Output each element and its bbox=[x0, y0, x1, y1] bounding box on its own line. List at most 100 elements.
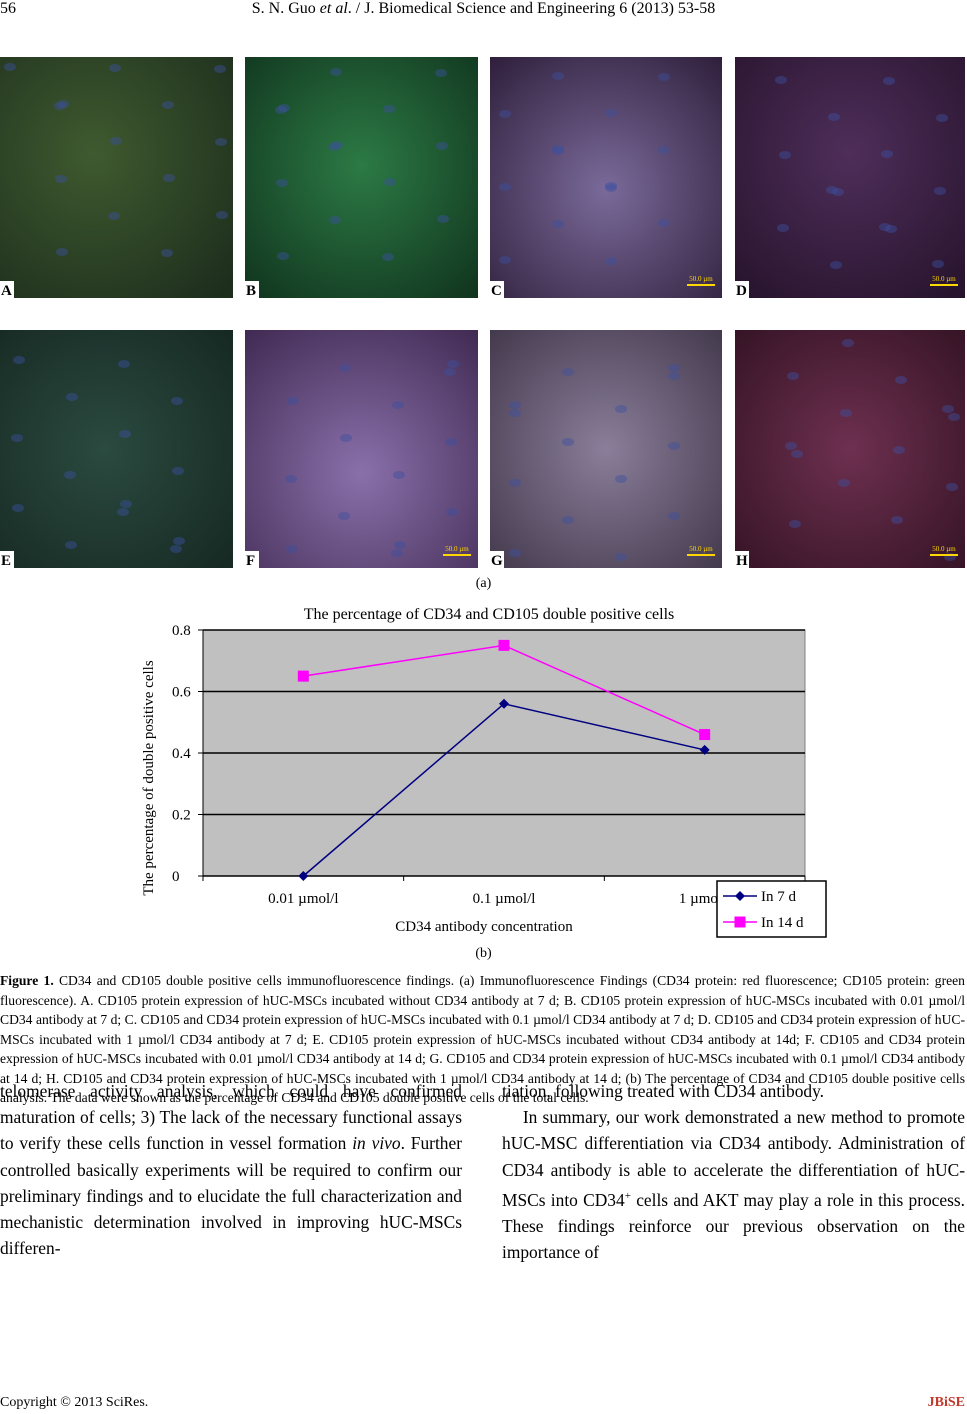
paragraph: In summary, our work demonstrated a new … bbox=[502, 1104, 965, 1265]
cell-nucleus bbox=[56, 248, 68, 256]
panel-label-bg bbox=[490, 551, 504, 568]
panel-label: D bbox=[736, 283, 747, 299]
marker bbox=[298, 871, 309, 881]
panel-label: H bbox=[736, 553, 748, 569]
cell-nucleus bbox=[13, 356, 25, 364]
page-number: 56 bbox=[0, 0, 16, 17]
cell-nucleus bbox=[171, 397, 183, 405]
panel-label-bg bbox=[245, 281, 259, 298]
cell-nucleus bbox=[445, 438, 457, 446]
cell-nucleus bbox=[934, 187, 946, 195]
cell-nucleus bbox=[108, 212, 120, 220]
text: cells and AKT may play a role in this pr… bbox=[502, 1189, 965, 1263]
cell-nucleus bbox=[214, 65, 226, 73]
text: . Further controlled basically experimen… bbox=[0, 1133, 462, 1259]
panel-label-bg bbox=[735, 281, 749, 298]
cell-nucleus bbox=[393, 471, 405, 479]
figure-label: Figure 1. bbox=[0, 973, 54, 988]
cell-nucleus bbox=[668, 364, 680, 372]
cell-nucleus bbox=[932, 260, 944, 268]
figure-caption: Figure 1. CD34 and CD105 double positive… bbox=[0, 971, 965, 1108]
cell-nucleus bbox=[879, 223, 891, 231]
cell-nucleus bbox=[446, 508, 458, 516]
panel-label-bg bbox=[0, 551, 14, 568]
cell-nucleus bbox=[66, 393, 78, 401]
cell-nucleus bbox=[117, 508, 129, 516]
cell-nucleus bbox=[615, 553, 627, 561]
text: telomerase activity analysis, which coul… bbox=[0, 1081, 462, 1154]
x-tick-label: 0.1 µmol/l bbox=[473, 891, 536, 907]
cell-nucleus bbox=[339, 364, 351, 372]
cell-nucleus bbox=[162, 101, 174, 109]
cell-nucleus bbox=[791, 450, 803, 458]
cell-nucleus bbox=[394, 541, 406, 549]
marker bbox=[297, 670, 309, 682]
micrograph bbox=[735, 57, 965, 298]
cell-nucleus bbox=[509, 409, 521, 417]
x-tick-label: 0.01 µmol/l bbox=[268, 891, 338, 907]
cell-nucleus bbox=[658, 146, 670, 154]
micrograph bbox=[0, 57, 233, 298]
cell-nucleus bbox=[499, 256, 511, 264]
left-column: telomerase activity analysis, which coul… bbox=[0, 1078, 462, 1261]
cell-nucleus bbox=[444, 368, 456, 376]
cell-nucleus bbox=[275, 106, 287, 114]
cell-nucleus bbox=[216, 211, 228, 219]
running-header: S. N. Guo et al. / J. Biomedical Science… bbox=[0, 0, 967, 18]
italic-text: in vivo bbox=[352, 1133, 401, 1154]
cell-nucleus bbox=[276, 179, 288, 187]
cell-nucleus bbox=[57, 100, 69, 108]
cell-nucleus bbox=[338, 512, 350, 520]
y-tick-label: 0.6 bbox=[172, 685, 191, 701]
cell-nucleus bbox=[436, 142, 448, 150]
panel-label-bg bbox=[245, 551, 259, 568]
micrograph bbox=[490, 330, 722, 568]
cell-nucleus bbox=[330, 68, 342, 76]
cell-nucleus bbox=[562, 438, 574, 446]
panel-label: A bbox=[1, 283, 12, 299]
cell-nucleus bbox=[779, 151, 791, 159]
cell-nucleus bbox=[787, 372, 799, 380]
cell-nucleus bbox=[785, 442, 797, 450]
marker bbox=[499, 698, 509, 709]
cell-nucleus bbox=[658, 219, 670, 227]
micrograph bbox=[735, 330, 965, 568]
cell-nucleus bbox=[948, 413, 960, 421]
cell-nucleus bbox=[840, 409, 852, 417]
cell-nucleus bbox=[668, 442, 680, 450]
y-tick-label: 0 bbox=[172, 869, 180, 885]
cell-nucleus bbox=[509, 401, 521, 409]
cell-nucleus bbox=[329, 216, 341, 224]
cell-nucleus bbox=[119, 430, 131, 438]
chart-caption: (b) bbox=[475, 946, 492, 961]
cell-nucleus bbox=[118, 360, 130, 368]
panel-label: E bbox=[1, 553, 11, 569]
cell-nucleus bbox=[668, 372, 680, 380]
cell-nucleus bbox=[285, 475, 297, 483]
panel-label: G bbox=[491, 553, 503, 569]
caption-text: CD34 and CD105 double positive cells imm… bbox=[0, 973, 965, 1105]
y-tick-label: 0.4 bbox=[172, 746, 191, 762]
authors: S. N. Guo bbox=[251, 0, 320, 17]
cell-nucleus bbox=[828, 113, 840, 121]
x-axis-label: CD34 antibody concentration bbox=[395, 919, 573, 935]
cell-nucleus bbox=[552, 145, 564, 153]
cell-nucleus bbox=[392, 401, 404, 409]
et-al: et al bbox=[319, 0, 348, 17]
marker bbox=[699, 729, 711, 741]
micrograph bbox=[490, 57, 722, 298]
panel-label-bg bbox=[735, 551, 749, 568]
cell-nucleus bbox=[340, 434, 352, 442]
marker bbox=[735, 891, 745, 901]
cell-nucleus bbox=[331, 141, 343, 149]
cell-nucleus bbox=[109, 64, 121, 72]
panel-caption: (a) bbox=[475, 576, 492, 591]
journal-mark: JBiSE bbox=[927, 1395, 965, 1410]
paragraph: telomerase activity analysis, which coul… bbox=[0, 1078, 462, 1261]
cell-nucleus bbox=[562, 516, 574, 524]
cell-nucleus bbox=[789, 520, 801, 528]
cell-nucleus bbox=[895, 376, 907, 384]
cell-nucleus bbox=[936, 114, 948, 122]
cell-nucleus bbox=[287, 397, 299, 405]
